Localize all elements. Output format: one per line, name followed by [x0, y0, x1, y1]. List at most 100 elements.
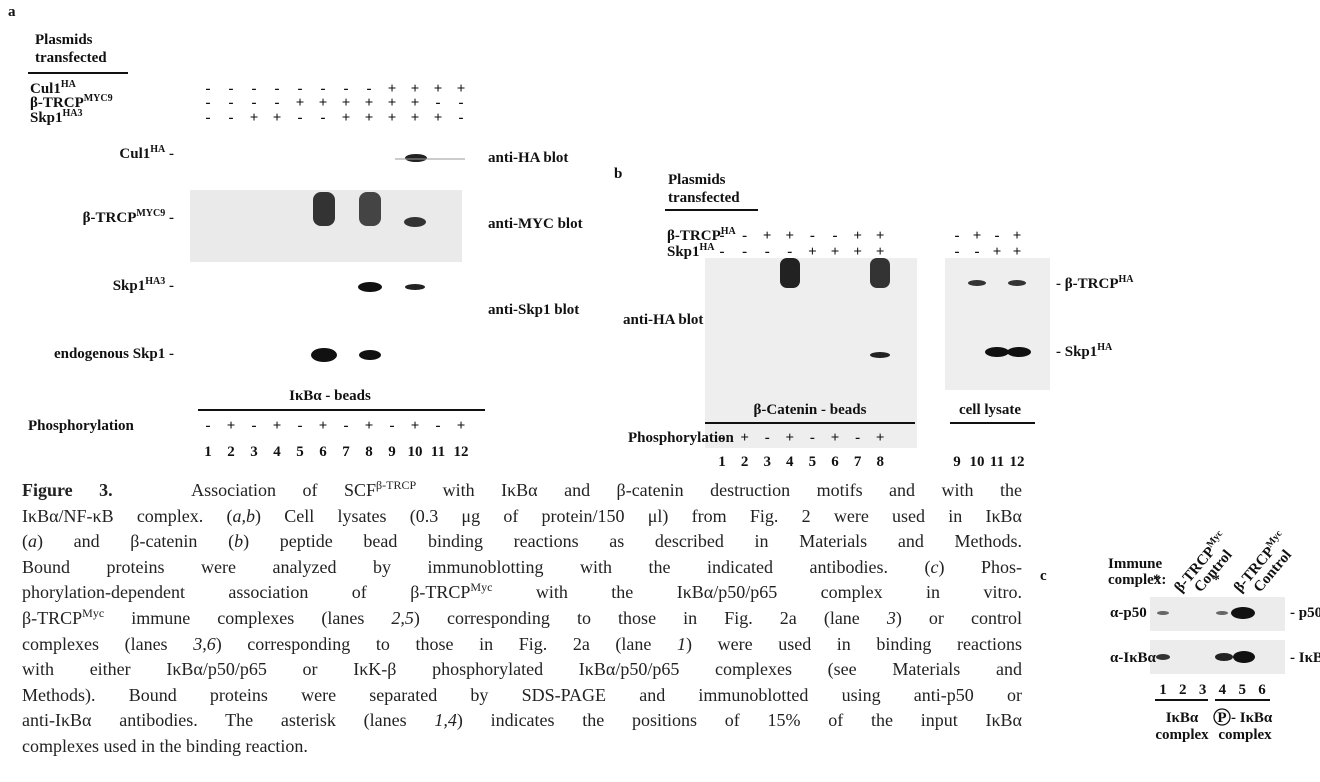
sign: + [808, 244, 817, 260]
header: transfected [35, 50, 107, 66]
band [1156, 654, 1170, 660]
sign: + [342, 95, 351, 111]
sign: - [742, 228, 747, 244]
lane-number: 12 [1010, 454, 1025, 470]
lane-number: 2 [1179, 682, 1187, 698]
blot-marker: - Skp1HA [1056, 342, 1113, 360]
band [358, 282, 382, 292]
sign: - [720, 430, 725, 446]
sign: - [206, 110, 211, 126]
caption-line: Figure 3. Association of SCFβ-TRCP with … [22, 478, 1022, 504]
caption: Figure 3. Association of SCFβ-TRCP with … [22, 478, 1022, 760]
lane-number: 8 [876, 454, 884, 470]
band [405, 284, 425, 290]
caption-text: ) corresponding to those in Fig. 2a (lan… [414, 608, 887, 628]
caption-text: a,b [233, 506, 256, 526]
caption-text: ) were used in binding reactions [686, 634, 1022, 654]
row-label-text: Skp1 [667, 244, 700, 260]
lane-number: 6 [831, 454, 839, 470]
caption-text: b [234, 531, 243, 551]
blot-marker-text: β-TRCP [83, 210, 137, 226]
group-label: complex [1155, 727, 1209, 743]
sign: + [876, 430, 885, 446]
sign: + [319, 418, 328, 434]
band [1157, 611, 1169, 615]
sign: - [975, 244, 980, 260]
caption-text: phorylation-dependent association of β-T… [22, 582, 470, 602]
blot-marker: - IκBα [1290, 650, 1320, 666]
lane-number: 7 [342, 444, 350, 460]
sign: - [252, 95, 257, 111]
panel-label: b [614, 166, 622, 182]
lysate-label: cell lysate [959, 402, 1021, 418]
caption-text: Myc [82, 606, 104, 620]
band [313, 192, 335, 226]
lane-number: 5 [809, 454, 817, 470]
sign: - [833, 228, 838, 244]
caption-text: ) or control [896, 608, 1022, 628]
sign: + [273, 110, 282, 126]
caption-text: with IκBα and β-catenin destruction moti… [416, 480, 1022, 500]
sign: + [853, 244, 862, 260]
caption-text: Methods). Bound proteins were separated … [22, 685, 1022, 705]
lane-number: 10 [970, 454, 985, 470]
blot-marker: endogenous Skp1 - [54, 346, 174, 362]
header: transfected [668, 190, 740, 206]
blot-marker-text: Skp1 [113, 278, 146, 294]
header: Plasmids [668, 172, 726, 188]
beads-label: IκBα - beads [289, 388, 371, 404]
band [1233, 651, 1255, 663]
sign: + [411, 110, 420, 126]
caption-line: β-TRCPMyc immune complexes (lanes 2,5) c… [22, 606, 1022, 632]
lane-number: 8 [365, 444, 373, 460]
blot-marker: Skp1HA3 - [113, 276, 174, 294]
lane-number: 1 [718, 454, 726, 470]
band [311, 348, 337, 362]
sign: - [787, 244, 792, 260]
sign: + [411, 418, 420, 434]
sign: + [1013, 244, 1022, 260]
caption-text: ) and β-catenin ( [37, 531, 234, 551]
sign: - [436, 418, 441, 434]
caption-text: with either IκBα/p50/p65 or IκK-β phosph… [22, 659, 1022, 679]
band [1231, 607, 1255, 619]
sign: + [319, 95, 328, 111]
caption-text: 1 [677, 634, 686, 654]
caption-text: IκBα/NF-κB complex. ( [22, 506, 233, 526]
blot-marker-sup: HA [1097, 342, 1113, 353]
sign: - [298, 418, 303, 434]
sign: + [250, 110, 259, 126]
lane-number: 5 [296, 444, 304, 460]
lane-number: 6 [1258, 682, 1266, 698]
band [405, 154, 427, 162]
blot-marker-text: - β-TRCP [1056, 276, 1118, 292]
group-label: complex [1218, 727, 1272, 743]
caption-text: a [28, 531, 37, 551]
sign: + [457, 418, 466, 434]
sign: + [786, 430, 795, 446]
sign: + [740, 430, 749, 446]
band [1215, 653, 1233, 661]
caption-text: ) indicates the positions of 15% of the … [457, 710, 1022, 730]
band [1008, 280, 1026, 286]
blot-marker-sup: MYC9 [136, 208, 165, 219]
sign: - [855, 430, 860, 446]
sign: + [365, 110, 374, 126]
phospho-label: P [1217, 710, 1226, 726]
lane-number: 4 [1219, 682, 1227, 698]
lane-number: 11 [431, 444, 445, 460]
phosphorylation-label: Phosphorylation [28, 418, 135, 434]
column-label-sup: Myc [1205, 528, 1226, 550]
caption-text: 3,6 [193, 634, 216, 654]
band [404, 217, 426, 227]
antibody-label: α-p50 [1110, 605, 1147, 621]
sign: + [296, 95, 305, 111]
caption-line: complexes used in the binding reaction. [22, 734, 1022, 760]
caption-line: IκBα/NF-κB complex. (a,b) Cell lysates (… [22, 504, 1022, 530]
sign: - [229, 95, 234, 111]
sign: - [720, 228, 725, 244]
sign: - [459, 110, 464, 126]
band [968, 280, 986, 286]
antibody-label: anti-Skp1 blot [488, 302, 579, 318]
caption-text: Bound proteins were analyzed by immunobl… [22, 557, 930, 577]
